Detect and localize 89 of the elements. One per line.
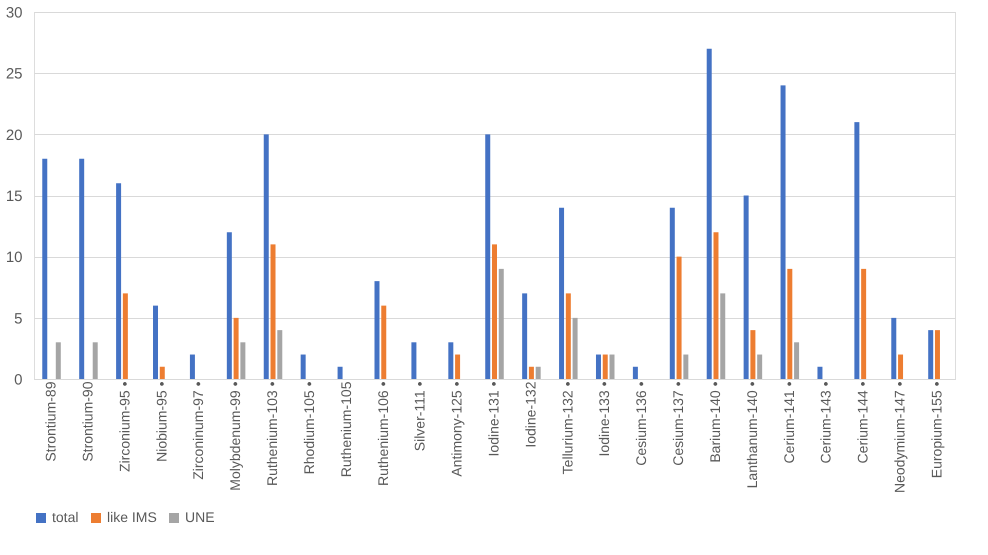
y-tick-label: 5 [14,310,22,328]
bar [485,134,490,379]
x-tick-label: Zirconium-95 • [116,381,132,472]
x-tick-label: Cesium-137 • [670,381,686,466]
x-tick-label: Ruthenium-105 [338,381,354,478]
bar [794,342,800,379]
bar [536,366,541,379]
bar [720,293,726,379]
bar [683,354,688,379]
y-tick-label: 0 [14,372,22,388]
x-tick-label: Ruthenium-103 • [264,381,280,486]
bar [79,158,84,379]
x-tick-label: Iodine-131 • [486,381,502,456]
x-tick-label: Ruthenium-106 • [374,381,391,486]
bar [153,306,158,379]
bar [226,232,232,379]
bar [56,342,61,379]
bar [928,330,934,379]
bar [522,293,528,379]
bar [528,366,534,379]
x-tick-label: Zirconinum-97 • [190,381,206,480]
bar [264,134,269,379]
bar [934,330,940,379]
x-tick-label: Strontium-90 [79,381,96,462]
bar [92,342,98,379]
bar [757,354,762,379]
x-tick-label: Strontium-89 [42,381,59,462]
x-tick-label: Niobium-95 • [153,381,170,462]
legend-label: like IMS [107,509,157,525]
bar [780,85,786,379]
bar [861,268,866,379]
x-tick-label: Iodine-132 [522,381,538,448]
bar [566,293,571,379]
bar [234,318,239,379]
bar [374,281,380,379]
bar [750,330,756,379]
bar [116,183,122,379]
x-tick-label: Iodine-133 • [596,381,612,456]
bar [42,158,48,379]
x-tick-label: Cesium-136 • [633,381,650,466]
bar [572,318,578,379]
bar [381,306,386,379]
bar [787,268,792,379]
bar [610,354,615,379]
bar [455,354,460,379]
bar [817,366,822,379]
bar [240,342,246,379]
bar [270,244,276,379]
x-tick-label: Antimony-125 • [448,381,465,477]
bar [338,366,343,379]
bar [670,208,675,379]
x-tick-label: Cerium-144 • [854,381,871,464]
x-tick-label: Barium-140 • [706,381,723,463]
bar [706,48,712,379]
bar [190,354,195,379]
bar [898,354,904,379]
x-tick-label: Lanthanum-140 • [744,381,760,488]
bar [891,318,896,379]
x-tick-label: Rhodium-105 • [300,381,317,474]
bar [277,330,282,379]
bar [602,354,608,379]
legend-label: UNE [185,509,215,525]
bar [122,293,128,379]
bar [713,232,718,379]
x-tick-label: Europium-155 • [928,381,944,478]
x-tick-label: Molybdenum-99 • [227,381,244,491]
y-tick-label: 15 [6,188,22,205]
x-tick-label: Silver-111 • [412,381,428,452]
bar [854,122,860,379]
y-tick-label: 10 [6,249,22,266]
bar [498,268,504,379]
bar [300,354,306,379]
bar [676,256,682,379]
x-tick-label: Neodymium-147 • [892,381,908,494]
bar [492,244,497,379]
y-tick-label: 30 [6,4,22,22]
bar [411,342,416,379]
x-tick-label: Cerium-141 • [780,381,797,464]
bar [596,354,601,379]
bar [632,366,638,379]
bar [160,366,165,379]
x-tick-label: Tellurium-132 • [559,381,576,474]
bar [744,196,749,379]
bar [559,208,564,379]
x-tick-label: Cerium-143 • [818,381,834,464]
y-tick-label: 25 [6,66,22,83]
legend-label: total [52,509,78,525]
bar [448,342,454,379]
y-tick-label: 20 [6,126,22,144]
